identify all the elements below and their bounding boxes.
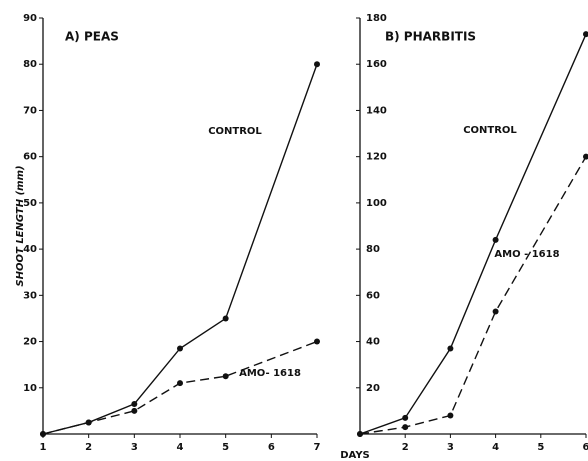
y-tick-label: 70 [23, 105, 37, 116]
x-tick-label: 6 [583, 442, 588, 453]
data-point [402, 414, 409, 421]
x-tick-label: 6 [268, 442, 275, 453]
x-tick-label: 3 [447, 442, 454, 453]
series-label: CONTROL [463, 125, 517, 136]
data-point [583, 31, 588, 38]
x-tick-label: 5 [222, 442, 229, 453]
data-point [40, 431, 46, 437]
data-point [131, 400, 138, 407]
y-tick-label: 60 [366, 290, 380, 301]
x-tick-label: 3 [131, 442, 138, 453]
y-tick-label: 120 [366, 152, 387, 163]
y-tick-label: 30 [23, 290, 37, 301]
x-tick-label: 2 [402, 442, 409, 453]
y-tick-label: 60 [23, 152, 37, 163]
data-point [447, 412, 454, 419]
panel-title: B) PHARBITIS [385, 30, 476, 44]
y-tick-label: 20 [23, 337, 37, 348]
y-tick-label: 140 [366, 105, 387, 116]
x-axis-label: DAYS [340, 450, 370, 461]
series-line [42, 340, 318, 435]
series-label: AMO - 1618 [494, 249, 559, 260]
data-point [85, 419, 92, 426]
x-tick-label: 7 [314, 442, 321, 453]
series-line [42, 63, 318, 435]
data-point [177, 345, 183, 352]
y-tick-label: 50 [23, 198, 37, 209]
data-point [131, 407, 138, 414]
series-line [359, 33, 587, 435]
x-tick-label: 2 [85, 442, 92, 453]
data-point [222, 315, 229, 322]
series-label: AMO- 1618 [239, 368, 301, 379]
data-point [447, 345, 454, 352]
x-tick-label: 1 [40, 442, 47, 453]
series-label: CONTROL [208, 126, 262, 137]
x-tick-label: 4 [177, 442, 184, 453]
y-tick-label: 100 [366, 198, 387, 209]
y-tick-label: 90 [23, 13, 37, 24]
data-point [222, 373, 229, 380]
y-tick-label: 20 [366, 383, 380, 394]
x-tick-label: 5 [537, 442, 544, 453]
data-point [357, 431, 363, 437]
y-tick-label: 160 [366, 59, 387, 70]
y-tick-label: 180 [366, 13, 387, 24]
data-point [177, 380, 183, 387]
data-point [492, 236, 499, 243]
y-tick-label: 80 [23, 59, 37, 70]
data-point [314, 338, 320, 345]
y-tick-label: 80 [366, 244, 380, 255]
x-tick-label: 4 [492, 442, 499, 453]
panel-title: A) PEAS [65, 30, 119, 44]
y-axis-label: SHOOT LENGTH (mm) [15, 165, 26, 286]
data-point [314, 61, 320, 68]
data-point [492, 308, 499, 315]
data-point [402, 424, 409, 431]
y-tick-label: 40 [366, 337, 380, 348]
data-point [583, 153, 588, 160]
y-tick-label: 10 [23, 383, 37, 394]
y-tick-label: 40 [23, 244, 37, 255]
